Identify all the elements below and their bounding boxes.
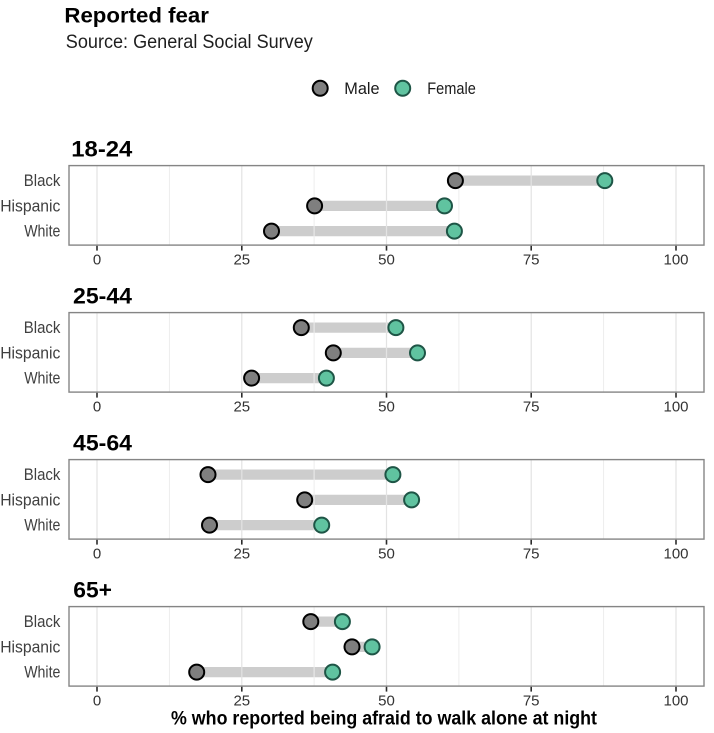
- svg-text:White: White: [24, 370, 60, 388]
- svg-text:Hispanic: Hispanic: [0, 491, 60, 509]
- svg-text:75: 75: [523, 252, 540, 269]
- svg-text:White: White: [24, 223, 60, 241]
- svg-text:Black: Black: [24, 466, 61, 484]
- svg-text:75: 75: [523, 399, 540, 416]
- svg-text:Female: Female: [427, 80, 476, 98]
- svg-text:0: 0: [93, 546, 101, 563]
- svg-text:Hispanic: Hispanic: [0, 197, 60, 215]
- svg-text:25: 25: [233, 399, 250, 416]
- svg-text:50: 50: [378, 546, 395, 563]
- svg-text:Black: Black: [24, 319, 61, 337]
- svg-text:25: 25: [233, 546, 250, 563]
- svg-text:50: 50: [378, 399, 395, 416]
- svg-text:65+: 65+: [73, 577, 112, 602]
- svg-text:25-44: 25-44: [73, 283, 133, 308]
- svg-text:Black: Black: [24, 172, 61, 190]
- svg-text:50: 50: [378, 693, 395, 710]
- svg-text:100: 100: [663, 546, 688, 563]
- svg-text:18-24: 18-24: [71, 136, 133, 161]
- svg-text:Source: General Social Survey: Source: General Social Survey: [66, 31, 313, 53]
- svg-text:White: White: [24, 664, 60, 682]
- svg-text:% who reported being afraid to: % who reported being afraid to walk alon…: [171, 707, 597, 729]
- svg-text:100: 100: [663, 252, 688, 269]
- svg-text:25: 25: [233, 693, 250, 710]
- svg-text:Black: Black: [24, 613, 61, 631]
- svg-text:100: 100: [663, 693, 688, 710]
- svg-text:Reported fear: Reported fear: [64, 4, 209, 27]
- svg-text:Hispanic: Hispanic: [0, 638, 60, 656]
- svg-text:75: 75: [523, 546, 540, 563]
- svg-text:100: 100: [663, 399, 688, 416]
- svg-text:0: 0: [93, 399, 101, 416]
- svg-text:75: 75: [523, 693, 540, 710]
- svg-text:White: White: [24, 517, 60, 535]
- svg-text:25: 25: [233, 252, 250, 269]
- svg-text:Male: Male: [344, 80, 379, 98]
- svg-text:Hispanic: Hispanic: [0, 344, 60, 362]
- svg-text:0: 0: [93, 252, 101, 269]
- svg-text:45-64: 45-64: [73, 430, 133, 455]
- svg-text:50: 50: [378, 252, 395, 269]
- svg-text:0: 0: [93, 693, 101, 710]
